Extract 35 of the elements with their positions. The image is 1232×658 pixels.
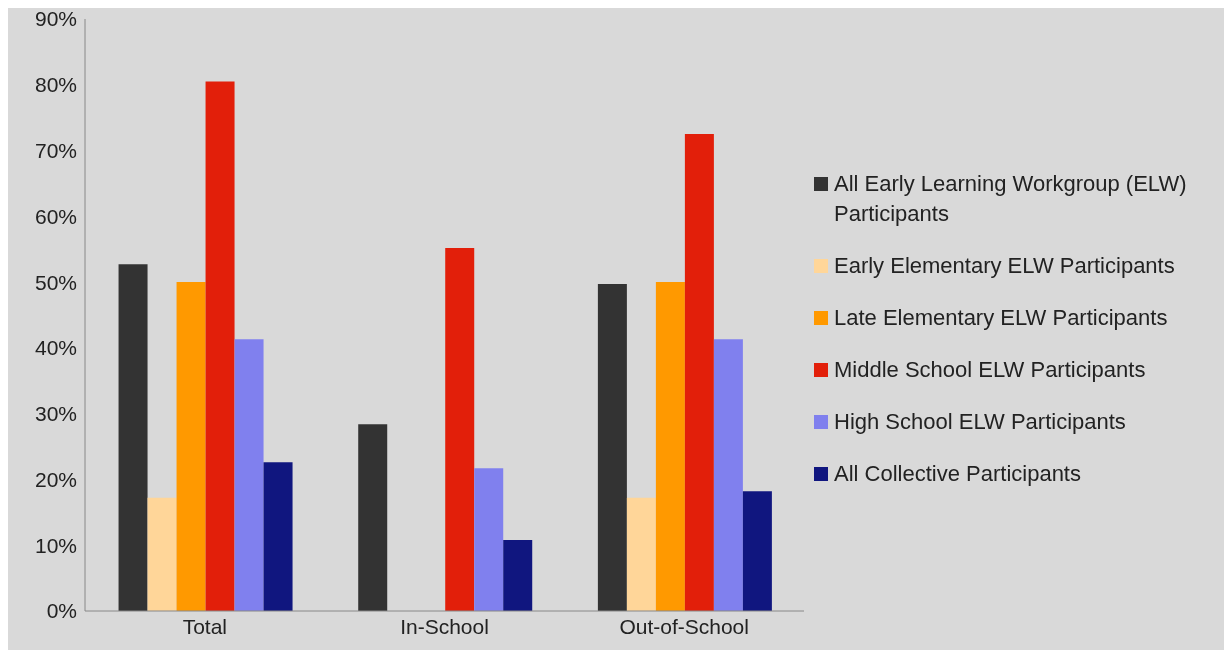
bar [597, 284, 627, 611]
legend-label: Middle School ELW Participants [834, 356, 1146, 384]
bar [263, 462, 293, 611]
bar [742, 491, 772, 611]
y-tick-label: 30% [34, 402, 77, 426]
bar [205, 81, 235, 611]
legend-label: High School ELW Participants [834, 408, 1126, 436]
y-tick-label: 70% [34, 139, 77, 163]
bar [118, 264, 148, 611]
bar [474, 468, 504, 611]
y-tick-label: 80% [34, 73, 77, 97]
y-tick-label: 60% [34, 204, 77, 228]
bar [176, 282, 206, 611]
y-tick-label: 50% [34, 270, 77, 294]
bar [358, 424, 388, 611]
legend-label: All Collective Participants [834, 460, 1081, 488]
y-tick-label: 0% [46, 599, 77, 623]
bar [147, 497, 177, 611]
bar [626, 497, 656, 611]
legend-label: Late Elementary ELW Participants [834, 304, 1168, 332]
y-tick-label: 20% [34, 467, 77, 491]
x-tick-label: In-School [400, 614, 489, 638]
bar [503, 539, 533, 611]
y-tick-label: 90% [34, 7, 77, 31]
bar [655, 282, 685, 611]
y-tick-label: 40% [34, 336, 77, 360]
x-tick-label: Total [182, 614, 228, 638]
bar [234, 339, 264, 611]
x-tick-label: Out-of-School [619, 614, 749, 638]
bar [713, 339, 743, 611]
y-tick-label: 10% [34, 533, 77, 557]
bar [684, 134, 714, 611]
bar [445, 247, 475, 611]
legend-label: All Early Learning Workgroup (ELW) Participants [834, 170, 1188, 228]
legend-label: Early Elementary ELW Participants [834, 252, 1175, 280]
